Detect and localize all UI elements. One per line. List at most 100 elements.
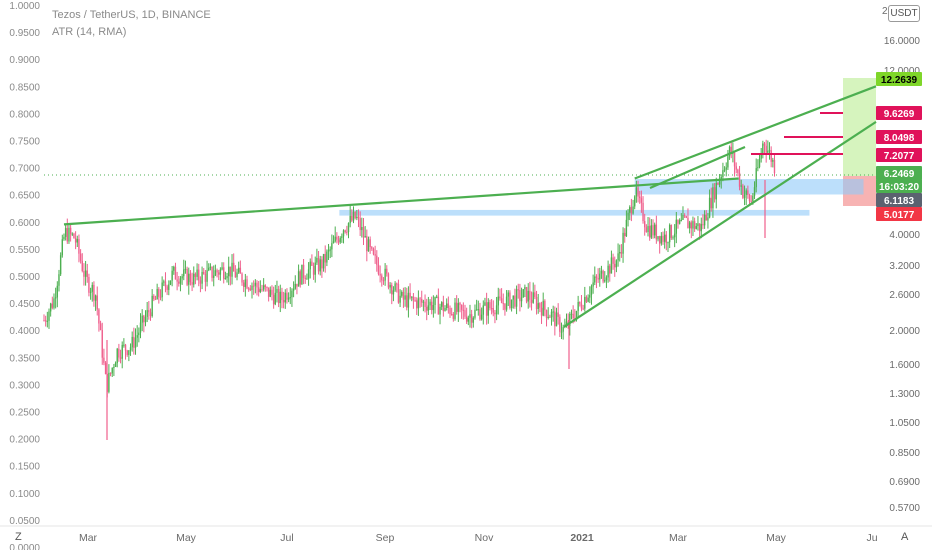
candle-body <box>650 225 653 238</box>
x-axis-tick-label: Mar <box>669 532 688 544</box>
candle-body <box>727 156 729 168</box>
candle-body <box>735 166 737 170</box>
candle-body <box>188 273 190 285</box>
candle-body <box>647 225 649 233</box>
currency-button[interactable]: USDT <box>888 5 920 22</box>
candle-body <box>542 300 544 316</box>
candle-body <box>625 219 628 237</box>
candle-body <box>68 227 70 242</box>
price-tag <box>876 193 922 207</box>
candle-body <box>662 235 664 242</box>
left-axis-tick-label: 0.0000 <box>9 543 40 550</box>
candle-body <box>595 276 598 278</box>
trend-line <box>563 120 877 328</box>
candle-body <box>216 270 218 273</box>
candle-body <box>678 220 681 224</box>
candle-body <box>309 261 311 270</box>
candle-body <box>359 218 361 231</box>
candle-body <box>354 211 356 219</box>
candle-body <box>252 285 255 287</box>
candle-body <box>83 271 85 277</box>
candle-body <box>509 292 511 309</box>
candle-body <box>695 226 697 229</box>
candle-body <box>602 270 604 282</box>
candle-body <box>299 271 301 285</box>
candle-body <box>128 350 130 355</box>
candle-body <box>524 287 526 290</box>
candle-body <box>389 284 391 288</box>
candle-body <box>667 242 669 244</box>
candle-body <box>722 170 724 177</box>
candle-body <box>765 145 767 153</box>
left-axis-tick-label: 0.9000 <box>9 55 40 66</box>
trend-line <box>649 145 746 190</box>
candle-body <box>312 265 315 275</box>
candle-body <box>138 332 140 336</box>
candle-body <box>715 182 717 200</box>
price-tag-label: 6.2469 <box>884 169 915 180</box>
candle-body <box>319 259 321 272</box>
candle-body <box>218 272 220 275</box>
candle-body <box>399 295 401 303</box>
candle-body <box>402 291 405 300</box>
candle-body <box>124 344 127 351</box>
candle-body <box>605 277 608 281</box>
candle-body <box>339 237 341 243</box>
candle-body <box>131 336 133 348</box>
candle-body <box>279 291 281 304</box>
left-axis-tick-label: 0.5000 <box>9 272 40 283</box>
candle-body <box>455 302 458 312</box>
candle-body <box>672 237 674 239</box>
candle-body <box>311 261 313 266</box>
left-axis-tick-label: 0.7500 <box>9 137 40 148</box>
candle-body <box>620 252 623 254</box>
candle-body <box>374 254 376 256</box>
candle-body <box>134 337 137 348</box>
candle-body <box>683 215 686 217</box>
right-axis-tick-label: 2 <box>882 6 888 17</box>
candle-body <box>317 257 320 272</box>
candle-body <box>489 302 491 309</box>
auto-scale-button[interactable]: A <box>901 531 909 543</box>
left-axis-tick-label: 0.4500 <box>9 299 40 310</box>
candle-body <box>487 302 489 316</box>
left-axis-tick-label: 0.8000 <box>9 109 40 120</box>
candle-body <box>549 316 551 318</box>
candle-body <box>98 309 100 324</box>
candle-body <box>630 207 633 214</box>
candle-body <box>705 214 707 221</box>
candle-body <box>762 143 764 154</box>
candle-body <box>467 317 470 322</box>
candle-body <box>590 286 593 296</box>
candle-body <box>421 298 423 303</box>
candle-body <box>53 298 55 308</box>
candle-body <box>109 372 112 374</box>
candle-body <box>619 252 621 254</box>
candle-body <box>411 296 413 298</box>
candle-body <box>292 288 295 291</box>
left-axis-tick-label: 1.0000 <box>9 1 40 12</box>
candle-body <box>297 271 300 287</box>
candle-body <box>86 270 88 278</box>
candle-body <box>324 253 326 263</box>
candle-body <box>632 206 634 214</box>
candle-body <box>584 296 586 309</box>
candle-body <box>226 276 228 279</box>
candle-body <box>163 281 165 283</box>
candle-body <box>76 239 78 243</box>
candle-body <box>229 266 232 277</box>
candle-body <box>482 305 484 315</box>
right-axis-tick-label: 12.0000 <box>884 66 921 77</box>
candle-body <box>582 308 584 310</box>
candle-body <box>452 314 455 319</box>
candle-body <box>314 262 316 275</box>
candle-body <box>537 303 539 310</box>
candle-body <box>707 217 709 221</box>
timezone-button[interactable]: Z <box>15 531 22 543</box>
candle-body <box>760 153 762 159</box>
left-axis-tick-label: 0.3500 <box>9 353 40 364</box>
candle-body <box>768 150 771 152</box>
candle-body <box>484 302 486 306</box>
candle-body <box>74 238 77 243</box>
